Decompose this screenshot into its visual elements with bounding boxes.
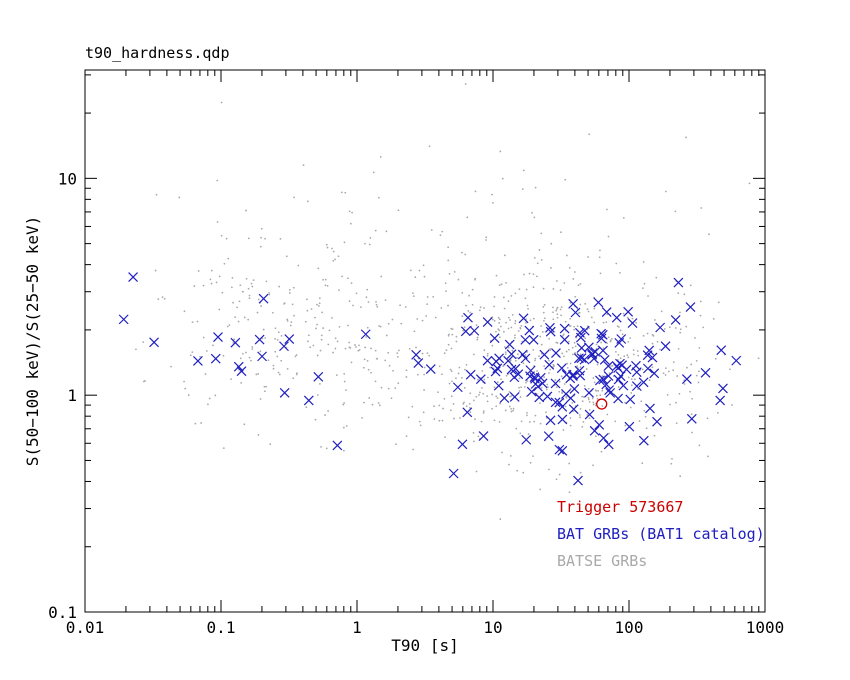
y-axis-tick-labels: 0.1 1 10 [48,169,77,622]
svg-text:10: 10 [58,169,77,188]
legend-bat-label: BAT GRBs (BAT1 catalog) [557,525,765,543]
svg-text:0.1: 0.1 [207,618,236,637]
legend-batse-label: BATSE GRBs [557,552,647,570]
svg-text:1: 1 [352,618,362,637]
bat-points [118,272,742,486]
x-axis-label: T90 [s] [391,636,458,655]
y-axis-label: S(50−100 keV)/S(25−50 keV) [23,216,42,466]
svg-text:0.1: 0.1 [48,603,77,622]
legend-trigger-label: Trigger 573667 [557,498,683,516]
plot-title: t90_hardness.qdp [85,44,230,62]
axis-ticks [84,70,766,613]
batse-points [135,83,760,520]
svg-text:1: 1 [67,386,77,405]
svg-text:1000: 1000 [746,618,785,637]
svg-text:100: 100 [615,618,644,637]
plot-frame [84,69,766,613]
svg-text:10: 10 [483,618,502,637]
trigger-marker [596,398,608,410]
svg-text:0.01: 0.01 [66,618,105,637]
x-axis-tick-labels: 0.01 0.1 1 10 100 1000 [66,618,785,637]
